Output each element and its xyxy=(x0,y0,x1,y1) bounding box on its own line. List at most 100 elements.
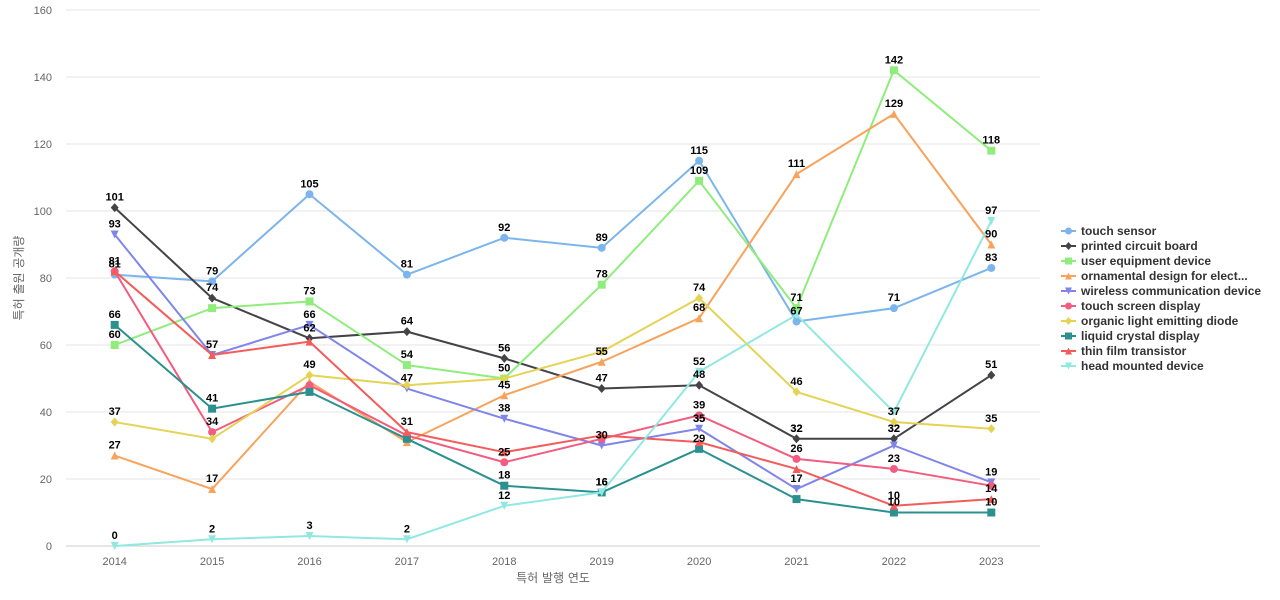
legend-item[interactable]: thin film transistor xyxy=(1061,344,1187,358)
data-label: 129 xyxy=(885,98,903,110)
legend-item[interactable]: touch sensor xyxy=(1061,224,1157,238)
data-point[interactable] xyxy=(792,317,801,326)
data-point[interactable] xyxy=(305,531,314,540)
data-point[interactable] xyxy=(208,404,217,413)
data-point[interactable] xyxy=(402,428,411,437)
data-point[interactable] xyxy=(889,508,898,517)
data-point[interactable] xyxy=(208,304,217,313)
data-point[interactable] xyxy=(889,434,898,444)
data-point[interactable] xyxy=(110,267,119,276)
data-point[interactable] xyxy=(889,109,898,118)
legend-item[interactable]: wireless communication device xyxy=(1061,284,1261,298)
data-point[interactable] xyxy=(987,240,996,249)
data-point[interactable] xyxy=(500,353,509,363)
data-point[interactable] xyxy=(889,441,898,450)
data-point[interactable] xyxy=(305,320,314,329)
data-point[interactable] xyxy=(208,277,217,286)
data-point[interactable] xyxy=(305,337,314,346)
data-point[interactable] xyxy=(208,428,217,437)
data-point[interactable] xyxy=(987,495,996,504)
data-point[interactable] xyxy=(987,424,996,434)
data-point[interactable] xyxy=(792,495,801,504)
data-point[interactable] xyxy=(208,485,217,494)
data-point[interactable] xyxy=(695,176,704,185)
data-point[interactable] xyxy=(889,408,898,416)
legend-item[interactable]: liquid crystal display xyxy=(1061,329,1200,343)
legend-item[interactable]: organic light emitting diode xyxy=(1061,314,1239,328)
data-point[interactable] xyxy=(305,381,314,390)
data-point[interactable] xyxy=(402,535,411,544)
legend-item[interactable]: user equipment device xyxy=(1061,254,1211,268)
data-point[interactable] xyxy=(792,304,801,313)
data-point[interactable] xyxy=(889,501,898,510)
data-point[interactable] xyxy=(500,414,509,423)
data-point[interactable] xyxy=(792,485,801,494)
data-point[interactable] xyxy=(695,156,704,165)
data-point[interactable] xyxy=(695,367,704,376)
data-point[interactable] xyxy=(208,535,217,544)
data-point[interactable] xyxy=(402,270,411,279)
data-point[interactable] xyxy=(208,434,217,444)
data-point[interactable] xyxy=(208,351,217,360)
data-point[interactable] xyxy=(305,387,314,396)
data-point[interactable] xyxy=(402,361,411,370)
data-point[interactable] xyxy=(792,454,801,463)
legend-item[interactable]: ornamental design for elect... xyxy=(1061,269,1248,283)
data-point[interactable] xyxy=(500,374,509,383)
data-point[interactable] xyxy=(597,243,606,252)
data-point[interactable] xyxy=(305,297,314,306)
data-point[interactable] xyxy=(597,384,606,394)
data-point[interactable] xyxy=(695,424,704,433)
data-point[interactable] xyxy=(208,293,217,303)
data-point[interactable] xyxy=(889,66,898,75)
data-point[interactable] xyxy=(402,434,411,443)
data-point[interactable] xyxy=(305,370,314,380)
data-point[interactable] xyxy=(792,434,801,444)
data-point[interactable] xyxy=(597,347,606,357)
data-point[interactable] xyxy=(889,417,898,427)
data-point[interactable] xyxy=(695,293,704,303)
data-point[interactable] xyxy=(110,542,119,550)
data-point[interactable] xyxy=(695,444,704,453)
data-point[interactable] xyxy=(889,464,898,473)
data-point[interactable] xyxy=(500,448,509,457)
data-point[interactable] xyxy=(792,310,801,319)
data-point[interactable] xyxy=(402,327,411,337)
data-point[interactable] xyxy=(110,417,119,427)
data-point[interactable] xyxy=(597,488,606,497)
data-point[interactable] xyxy=(987,508,996,517)
data-point[interactable] xyxy=(987,146,996,155)
data-point[interactable] xyxy=(500,233,509,242)
data-point[interactable] xyxy=(402,380,411,390)
data-point[interactable] xyxy=(792,170,801,179)
data-point[interactable] xyxy=(110,451,119,460)
data-point[interactable] xyxy=(500,458,509,467)
data-point[interactable] xyxy=(110,230,119,239)
data-point[interactable] xyxy=(500,391,509,400)
data-point[interactable] xyxy=(500,501,509,510)
data-point[interactable] xyxy=(305,190,314,199)
data-point[interactable] xyxy=(695,380,704,390)
data-point[interactable] xyxy=(987,481,996,490)
legend-item[interactable]: head mounted device xyxy=(1061,359,1204,373)
data-point[interactable] xyxy=(792,464,801,473)
data-point[interactable] xyxy=(792,387,801,397)
data-point[interactable] xyxy=(500,481,509,490)
data-point[interactable] xyxy=(695,438,704,447)
data-point[interactable] xyxy=(987,370,996,380)
data-point[interactable] xyxy=(110,203,119,213)
legend-item[interactable]: printed circuit board xyxy=(1061,239,1198,253)
data-point[interactable] xyxy=(987,217,996,226)
data-point[interactable] xyxy=(987,263,996,272)
data-point[interactable] xyxy=(695,314,704,323)
data-point[interactable] xyxy=(597,357,606,366)
data-point[interactable] xyxy=(695,411,704,420)
data-point[interactable] xyxy=(110,341,119,349)
data-point[interactable] xyxy=(889,304,898,313)
data-point[interactable] xyxy=(597,280,606,289)
data-point[interactable] xyxy=(597,431,606,440)
data-point[interactable] xyxy=(597,441,606,450)
legend-item[interactable]: touch screen display xyxy=(1061,299,1201,313)
data-point[interactable] xyxy=(110,320,119,329)
